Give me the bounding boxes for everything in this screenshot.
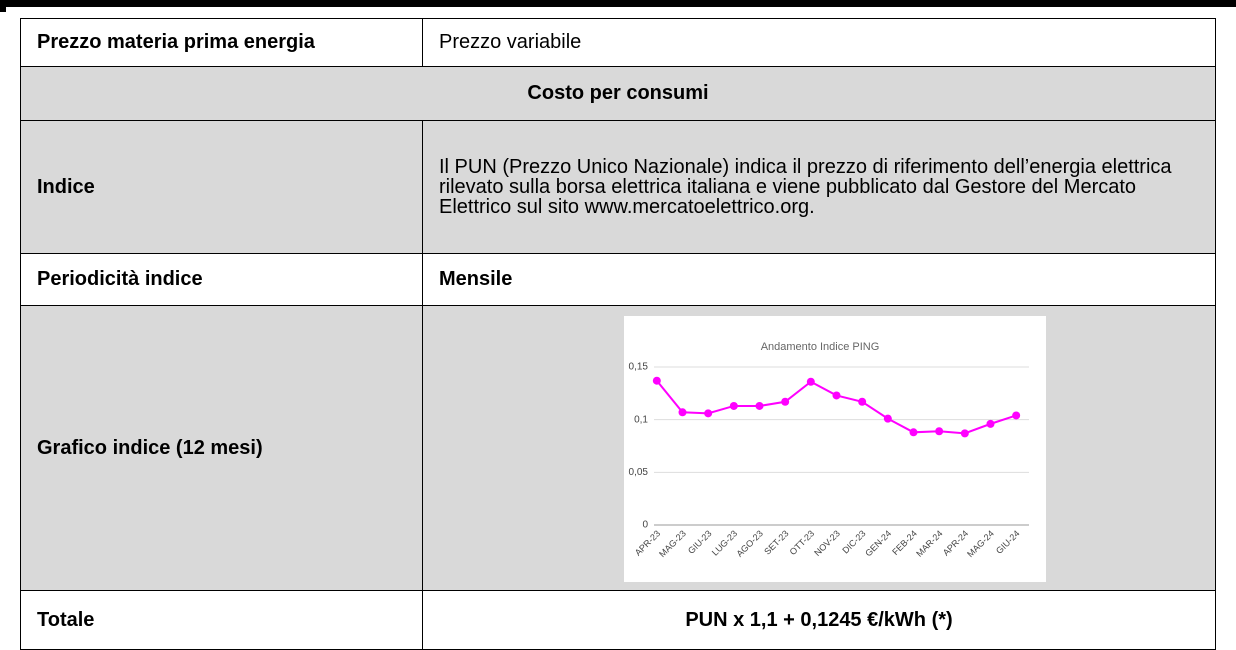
point [704, 409, 713, 418]
x-tick-label: GIU-24 [994, 528, 1022, 556]
point [986, 419, 995, 428]
point [858, 397, 867, 406]
label-cell: Indice [20, 120, 423, 254]
label-cell: Prezzo materia prima energia [20, 18, 423, 67]
cell-text: Totale [37, 608, 95, 631]
cell-text: Periodicità indice [37, 268, 203, 290]
y-tick-label: 0,05 [629, 467, 649, 478]
x-tick-label: SET-23 [762, 528, 790, 556]
value-cell: PUN x 1,1 + 0,1245 €/kWh (*) [422, 590, 1216, 650]
label-cell: Grafico indice (12 mesi) [20, 305, 423, 591]
point [806, 377, 815, 386]
label-cell: Totale [20, 590, 423, 650]
point [935, 427, 944, 436]
y-tick-label: 0,15 [629, 362, 649, 373]
point [909, 428, 918, 437]
y-tick-label: 0,1 [634, 414, 648, 425]
section-header: Costo per consumi [20, 66, 1216, 121]
cell-text: Grafico indice (12 mesi) [37, 436, 263, 459]
cell-text: Il PUN (Prezzo Unico Nazionale) indica i… [439, 156, 1172, 218]
x-tick-label: MAG-23 [657, 528, 688, 559]
cell-text: Prezzo variabile [439, 31, 582, 53]
label-cell: Periodicità indice [20, 253, 423, 306]
top-border [0, 0, 1236, 7]
x-tick-label: OTT-23 [788, 528, 817, 557]
x-tick-label: MAG-24 [965, 528, 996, 559]
point [755, 401, 764, 410]
point [883, 414, 892, 423]
cell-text: Mensile [439, 268, 513, 290]
cell-text: Prezzo materia prima energia [37, 31, 315, 53]
cell-text: Indice [37, 175, 95, 198]
point [832, 391, 841, 400]
left-border [0, 0, 6, 12]
point [781, 397, 790, 406]
x-tick-label: GEN-24 [863, 528, 893, 558]
point [1012, 411, 1021, 420]
x-tick-label: GIU-23 [686, 528, 714, 556]
chart-title: Andamento Indice PING [761, 341, 880, 353]
point [729, 401, 738, 410]
point [678, 408, 687, 417]
cell-text: Costo per consumi [527, 82, 709, 104]
x-tick-label: MAR-24 [914, 528, 944, 558]
value-cell: Prezzo variabile [422, 18, 1216, 67]
chart: Andamento Indice PING 00,050,10,15APR-23… [624, 316, 1046, 582]
value-cell: Mensile [422, 253, 1216, 306]
point [960, 429, 969, 438]
x-tick-label: AGO-23 [734, 528, 764, 558]
x-tick-label: NOV-23 [812, 528, 842, 558]
point [652, 376, 661, 385]
y-tick-label: 0 [642, 520, 648, 531]
cell-text: PUN x 1,1 + 0,1245 €/kWh (*) [685, 608, 953, 631]
value-cell: Il PUN (Prezzo Unico Nazionale) indica i… [422, 120, 1216, 254]
line [656, 380, 1017, 435]
